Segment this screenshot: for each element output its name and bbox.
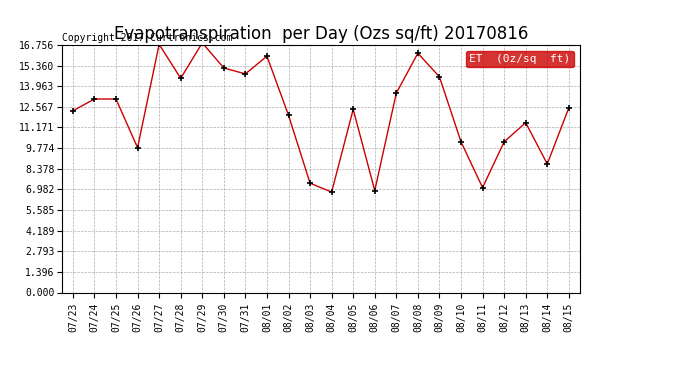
Title: Evapotranspiration  per Day (Ozs sq/ft) 20170816: Evapotranspiration per Day (Ozs sq/ft) 2…: [114, 26, 528, 44]
Legend: ET  (0z/sq  ft): ET (0z/sq ft): [466, 51, 574, 67]
Text: Copyright 2017 Curtronics.com: Copyright 2017 Curtronics.com: [62, 33, 233, 42]
